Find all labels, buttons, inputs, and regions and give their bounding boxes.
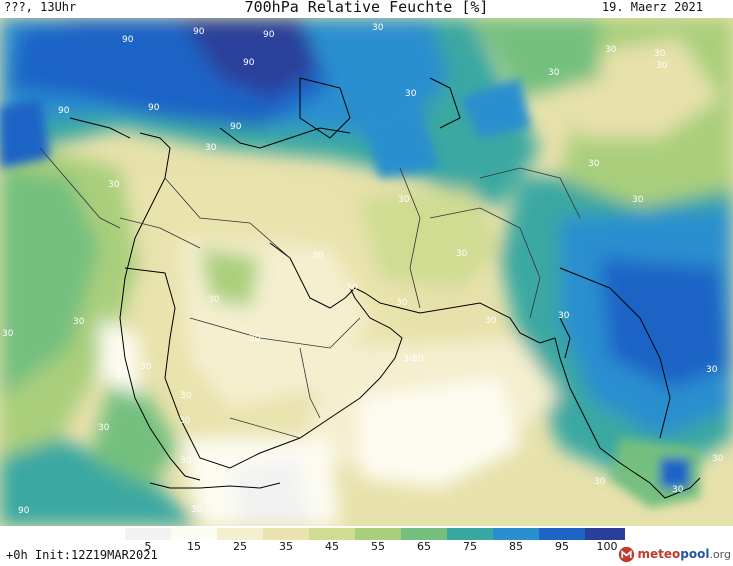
init-time-label: +0h Init:12Z19MAR2021 bbox=[6, 548, 158, 562]
contour-label: 30 bbox=[456, 249, 468, 259]
contour-label: 90 bbox=[122, 35, 134, 45]
scale-tick-label: 45 bbox=[325, 540, 339, 553]
contour-label: 30 bbox=[706, 365, 718, 375]
header-bar: ???, 13Uhr 700hPa Relative Feuchte [%] 1… bbox=[0, 0, 733, 18]
contour-label: 30 bbox=[654, 49, 666, 59]
contour-label: 30 bbox=[180, 456, 192, 466]
contour-label: 30 bbox=[588, 159, 600, 169]
meteopool-logo[interactable]: meteopool.org bbox=[618, 544, 731, 564]
scale-color-cell bbox=[125, 528, 171, 540]
scale-color-cell bbox=[309, 528, 355, 540]
scale-color-cell bbox=[447, 528, 493, 540]
scale-color-cell bbox=[585, 528, 625, 540]
map-title: 700hPa Relative Feuchte [%] bbox=[244, 0, 489, 16]
contour-label: 30 bbox=[548, 68, 560, 78]
contour-label: 30 bbox=[98, 423, 110, 433]
contour-label: 30 bbox=[396, 298, 408, 308]
scale-color-cell bbox=[263, 528, 309, 540]
contour-label: 30 bbox=[558, 311, 570, 321]
contour-label: 30 bbox=[412, 354, 424, 364]
contour-label: 90 bbox=[18, 506, 30, 516]
contour-label: 90 bbox=[148, 103, 160, 113]
contour-label: 30 bbox=[398, 195, 410, 205]
contour-label: 30 bbox=[140, 362, 152, 372]
contour-labels: 90 90 90 90 90 90 90 90 30 30 30 30 30 3… bbox=[2, 23, 724, 516]
contour-label: 30 bbox=[73, 317, 85, 327]
scale-color-cell bbox=[171, 528, 217, 540]
scale-color-cell bbox=[401, 528, 447, 540]
color-scale-bar bbox=[125, 528, 625, 540]
contour-label: 30 bbox=[605, 45, 617, 55]
contour-label: 30 bbox=[672, 485, 684, 495]
scale-tick-label: 25 bbox=[233, 540, 247, 553]
scale-tick-label: 65 bbox=[417, 540, 431, 553]
meteopool-logo-text: meteopool.org bbox=[637, 547, 731, 561]
contour-label: 90 bbox=[193, 27, 205, 37]
contour-label: 30 bbox=[2, 329, 14, 339]
map-canvas: 90 90 90 90 90 90 90 90 30 30 30 30 30 3… bbox=[0, 18, 733, 526]
scale-tick-label: 100 bbox=[596, 540, 618, 553]
contour-label: 90 bbox=[58, 106, 70, 116]
contour-label: 90 bbox=[230, 122, 242, 132]
valid-date-label: 19. Maerz 2021 bbox=[601, 0, 703, 14]
scale-tick-label: 55 bbox=[371, 540, 385, 553]
contour-label: 30 bbox=[656, 61, 668, 71]
scale-color-cell bbox=[217, 528, 263, 540]
contour-label: 30 bbox=[208, 295, 220, 305]
scale-tick-label: 95 bbox=[555, 540, 569, 553]
coastlines bbox=[69, 77, 701, 499]
contour-label: 30 bbox=[312, 251, 324, 261]
contour-label: 30 bbox=[191, 505, 203, 515]
contour-label: 90 bbox=[263, 30, 275, 40]
humidity-map: 90 90 90 90 90 90 90 90 30 30 30 30 30 3… bbox=[0, 18, 733, 526]
contour-label: 30 bbox=[249, 334, 261, 344]
scale-color-cell bbox=[493, 528, 539, 540]
contour-label: 30 bbox=[346, 283, 358, 293]
contour-label: 30 bbox=[632, 195, 644, 205]
contour-label: 30 bbox=[179, 416, 191, 426]
contour-label: 30 bbox=[712, 454, 724, 464]
contour-label: 30 bbox=[116, 370, 128, 380]
scale-tick-label: 15 bbox=[187, 540, 201, 553]
forecast-time-label: ???, 13Uhr bbox=[4, 0, 77, 14]
contour-label: 30 bbox=[405, 89, 417, 99]
scale-tick-label: 5 bbox=[144, 540, 152, 553]
contour-label: 30 bbox=[403, 354, 415, 364]
contour-label: 30 bbox=[108, 180, 120, 190]
contour-label: 30 bbox=[372, 23, 384, 33]
humidity-detail bbox=[0, 78, 700, 508]
scale-tick-label: 85 bbox=[509, 540, 523, 553]
contour-label: 30 bbox=[180, 391, 192, 401]
footer: 5 15 25 35 45 55 65 75 85 95 100 +0h Ini… bbox=[0, 526, 733, 566]
contour-label: 30 bbox=[594, 477, 606, 487]
contour-label: 30 bbox=[485, 316, 497, 326]
scale-tick-label: 35 bbox=[279, 540, 293, 553]
meteopool-logo-icon bbox=[619, 546, 635, 562]
contour-label: 30 bbox=[205, 143, 217, 153]
contour-label: 90 bbox=[243, 58, 255, 68]
scale-color-cell bbox=[539, 528, 585, 540]
scale-tick-label: 75 bbox=[463, 540, 477, 553]
borders bbox=[39, 147, 581, 439]
scale-color-cell bbox=[355, 528, 401, 540]
